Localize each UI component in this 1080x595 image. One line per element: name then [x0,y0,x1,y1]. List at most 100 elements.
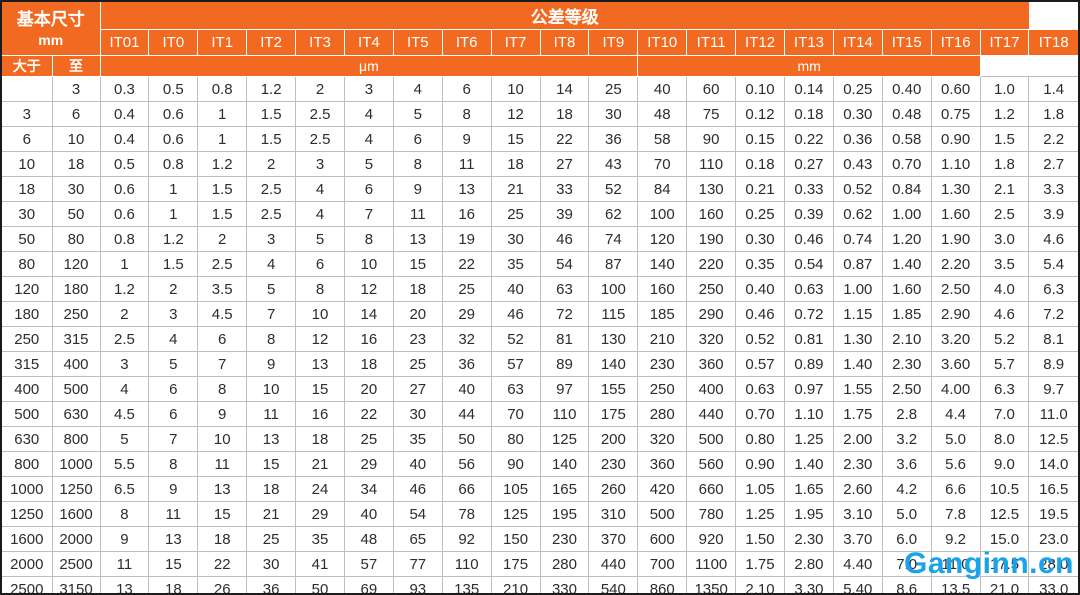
cell-value: 2.8 [881,401,932,427]
cell-value: 1.05 [735,476,785,502]
cell-value: 22 [441,251,492,277]
cell-value: 13 [99,576,150,593]
cell-value: 40 [392,451,443,477]
cell-value: 0.58 [881,126,932,152]
cell-value: 40 [441,376,492,402]
cell-over: 1250 [2,501,53,527]
cell-value: 57 [490,351,541,377]
cell-value: 7 [148,426,199,452]
cell-value: 2.1 [979,176,1030,202]
cell-value: 15 [148,551,199,577]
cell-value: 20 [343,376,394,402]
cell-value: 34 [343,476,394,502]
cell-to: 1250 [51,476,101,502]
cell-over: 3 [2,101,53,127]
cell-value: 54 [539,251,590,277]
cell-over: 500 [2,401,53,427]
it-grade-header-it13: IT13 [783,29,834,56]
cell-value: 2.2 [1028,126,1078,152]
cell-value: 69 [343,576,394,593]
cell-value: 9 [392,176,443,202]
cell-value: 16 [295,401,345,427]
cell-value: 2 [197,226,248,252]
cell-value: 2.00 [832,426,883,452]
cell-value: 52 [588,176,639,202]
cell-value: 2 [99,301,150,327]
cell-value: 6.0 [881,526,932,552]
cell-value: 11 [99,551,150,577]
cell-value: 5.0 [881,501,932,527]
cell-value: 5.7 [979,351,1030,377]
cell-value: 6 [148,376,199,402]
cell-value: 27 [392,376,443,402]
cell-value: 2 [246,151,297,177]
cell-value: 7 [246,301,297,327]
cell-value: 30 [490,226,541,252]
cell-value: 1 [99,251,150,277]
cell-value: 7.2 [1028,301,1078,327]
cell-value: 160 [686,201,737,227]
cell-value: 290 [686,301,737,327]
cell-to: 250 [51,301,101,327]
cell-value: 2.60 [832,476,883,502]
cell-to: 1600 [51,501,101,527]
cell-value: 63 [490,376,541,402]
cell-value: 1.10 [783,401,834,427]
table-row: 80 120 1 1.5 2.5 4 6 10 15 22 35 54 87 140 220 0.35 0.54… [2,251,1078,277]
cell-value: 1 [148,176,199,202]
cell-value: 41 [295,551,345,577]
cell-value: 26 [197,576,248,593]
cell-value: 8 [99,501,150,527]
cell-value: 17.5 [979,551,1030,577]
cell-value: 5 [99,426,150,452]
cell-value: 500 [686,426,737,452]
it-grade-header-it17: IT17 [979,29,1030,56]
cell-over: 80 [2,251,53,277]
cell-value: 25 [588,76,639,102]
cell-value: 24 [295,476,345,502]
cell-value: 6 [441,76,492,102]
cell-value: 0.70 [881,151,932,177]
cell-value: 44 [441,401,492,427]
cell-value: 7 [343,201,394,227]
cell-value: 4 [246,251,297,277]
cell-value: 260 [588,476,639,502]
cell-value: 0.87 [832,251,883,277]
cell-over: 2000 [2,551,53,577]
it-grade-header-it2: IT2 [246,29,297,56]
cell-value: 58 [637,126,688,152]
cell-value: 2.5 [295,101,345,127]
cell-over: 2500 [2,576,53,593]
cell-value: 0.84 [881,176,932,202]
cell-value: 93 [392,576,443,593]
cell-value: 4 [99,376,150,402]
cell-value: 40 [343,501,394,527]
cell-value: 3.20 [930,326,981,352]
table-row: 30 50 0.6 1 1.5 2.5 4 7 11 16 25 39 62 100 160 0.25 0.39… [2,201,1078,227]
cell-value: 4.40 [832,551,883,577]
cell-value: 0.89 [783,351,834,377]
cell-value: 280 [539,551,590,577]
cell-value: 90 [686,126,737,152]
table-row: 18 30 0.6 1 1.5 2.5 4 6 9 13 21 33 52 84 130 0.21 0.33 0.… [2,176,1078,202]
cell-value: 4 [392,76,443,102]
cell-over: 1600 [2,526,53,552]
cell-value: 12 [343,276,394,302]
cell-value: 360 [637,451,688,477]
cell-value: 30 [588,101,639,127]
cell-value: 8 [246,326,297,352]
cell-value: 5.40 [832,576,883,593]
cell-value: 16 [441,201,492,227]
cell-over: 180 [2,301,53,327]
cell-to: 80 [51,226,101,252]
cell-value: 22 [197,551,248,577]
cell-value: 1.40 [783,451,834,477]
cell-value: 21 [295,451,345,477]
cell-value: 0.25 [735,201,785,227]
cell-value: 1.2 [979,101,1030,127]
cell-value: 5.2 [979,326,1030,352]
cell-value: 2.5 [246,201,297,227]
cell-value: 0.18 [735,151,785,177]
cell-value: 15 [246,451,297,477]
